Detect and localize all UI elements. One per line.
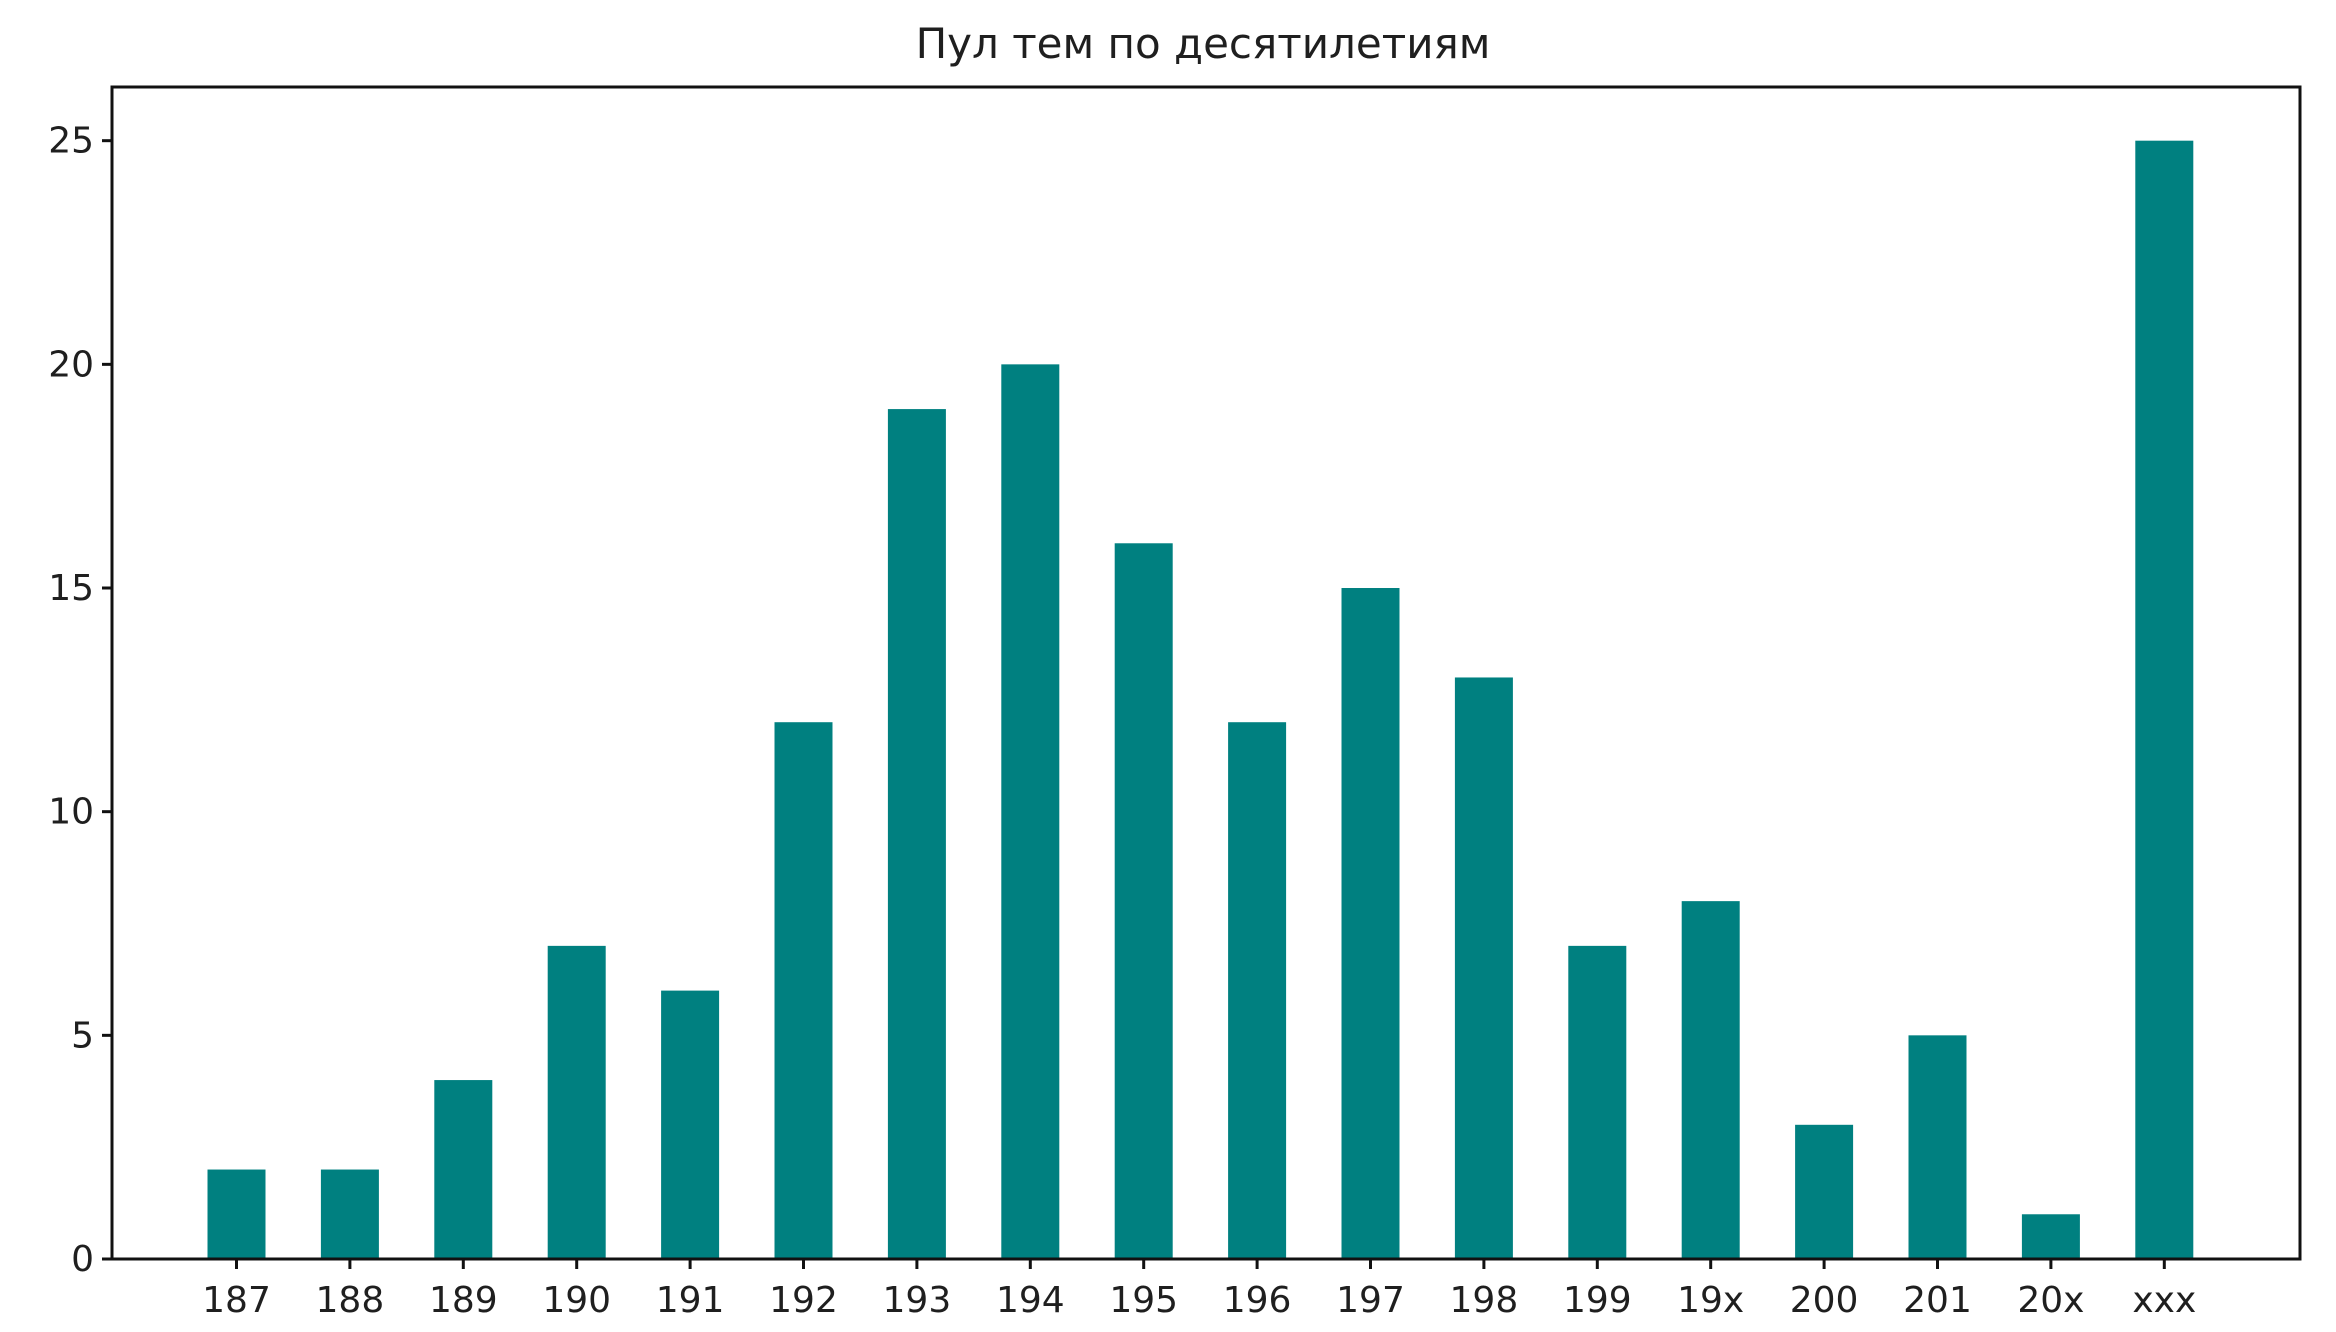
x-tick-label-20x: 20x (2017, 1280, 2084, 1321)
x-tick-label-200: 200 (1790, 1280, 1859, 1321)
x-tick-label-188: 188 (316, 1280, 385, 1321)
bar-199 (1568, 946, 1626, 1259)
y-tick-label-25: 25 (48, 121, 94, 162)
x-tick-label-191: 191 (656, 1280, 725, 1321)
x-tick-label-198: 198 (1450, 1280, 1519, 1321)
x-tick-label-19x: 19x (1677, 1280, 1744, 1321)
bar-201 (1909, 1035, 1967, 1259)
bar-197 (1342, 588, 1400, 1259)
y-tick-label-5: 5 (71, 1015, 94, 1056)
y-tick-label-0: 0 (71, 1239, 94, 1280)
bar-190 (548, 946, 606, 1259)
x-tick-label-192: 192 (769, 1280, 838, 1321)
x-tick-label-199: 199 (1563, 1280, 1632, 1321)
bar-196 (1228, 722, 1286, 1259)
x-tick-label-196: 196 (1223, 1280, 1292, 1321)
bar-19x (1682, 901, 1740, 1259)
bar-192 (775, 722, 833, 1259)
bar-20x (2022, 1214, 2080, 1259)
x-tick-label-190: 190 (542, 1280, 611, 1321)
bar-198 (1455, 677, 1513, 1259)
x-tick-label-201: 201 (1903, 1280, 1972, 1321)
x-tick-label-187: 187 (202, 1280, 271, 1321)
x-tick-label-195: 195 (1109, 1280, 1178, 1321)
plot-area: 0 5 10 15 20 25 187 188 189 190 191 192 193 194 195 196… (48, 87, 2300, 1321)
bar-189 (434, 1080, 492, 1259)
y-tick-label-10: 10 (48, 792, 94, 833)
bar-195 (1115, 543, 1173, 1259)
bar-xxx (2135, 141, 2193, 1259)
y-tick-label-20: 20 (48, 344, 94, 385)
x-tick-label-197: 197 (1336, 1280, 1405, 1321)
chart-title: Пул тем по десятилетиям (916, 19, 1491, 68)
bar-188 (321, 1170, 379, 1259)
x-tick-label-193: 193 (883, 1280, 952, 1321)
y-tick-label-15: 15 (48, 568, 94, 609)
bar-191 (661, 991, 719, 1259)
x-tick-label-xxx: xxx (2132, 1280, 2196, 1321)
bar-194 (1001, 364, 1059, 1259)
bar-200 (1795, 1125, 1853, 1259)
x-tick-label-194: 194 (996, 1280, 1065, 1321)
x-tick-label-189: 189 (429, 1280, 498, 1321)
bar-187 (208, 1170, 266, 1259)
bar-193 (888, 409, 946, 1259)
